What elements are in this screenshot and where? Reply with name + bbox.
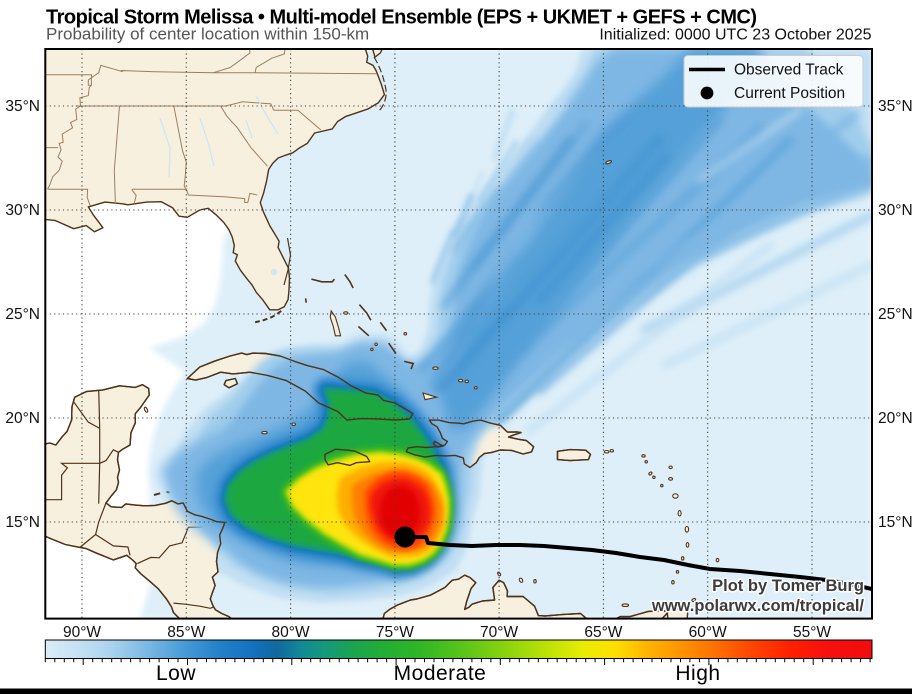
svg-text:Plot by Tomer Burg: Plot by Tomer Burg — [712, 577, 864, 595]
svg-text:15°N: 15°N — [5, 514, 40, 531]
svg-text:65°W: 65°W — [584, 624, 622, 641]
svg-text:75°W: 75°W — [376, 624, 414, 641]
svg-text:85°W: 85°W — [167, 624, 205, 641]
svg-text:Initialized: 0000 UTC 23 Octob: Initialized: 0000 UTC 23 October 2025 — [599, 27, 871, 44]
svg-text:80°W: 80°W — [272, 624, 310, 641]
svg-text:Moderate: Moderate — [394, 662, 487, 685]
svg-text:70°W: 70°W — [480, 624, 518, 641]
svg-text:Current Position: Current Position — [734, 85, 845, 102]
svg-text:35°N: 35°N — [878, 98, 912, 115]
svg-text:90°W: 90°W — [63, 624, 101, 641]
svg-text:25°N: 25°N — [878, 306, 912, 323]
svg-text:30°N: 30°N — [878, 202, 912, 219]
svg-text:30°N: 30°N — [5, 202, 40, 219]
svg-text:60°W: 60°W — [689, 624, 727, 641]
svg-text:20°N: 20°N — [878, 410, 912, 427]
svg-text:Observed Track: Observed Track — [734, 62, 844, 79]
svg-text:55°W: 55°W — [793, 624, 831, 641]
svg-text:15°N: 15°N — [878, 514, 912, 531]
svg-text:High: High — [675, 662, 720, 685]
svg-text:20°N: 20°N — [5, 410, 40, 427]
svg-text:Low: Low — [156, 662, 196, 685]
svg-text:35°N: 35°N — [5, 98, 40, 115]
svg-text:Tropical Storm Melissa • Multi: Tropical Storm Melissa • Multi-model Ens… — [46, 7, 757, 29]
svg-text:www.polarwx.com/tropical/: www.polarwx.com/tropical/ — [651, 597, 865, 615]
svg-text:25°N: 25°N — [5, 306, 40, 323]
svg-text:Probability of center location: Probability of center location within 15… — [46, 25, 369, 44]
